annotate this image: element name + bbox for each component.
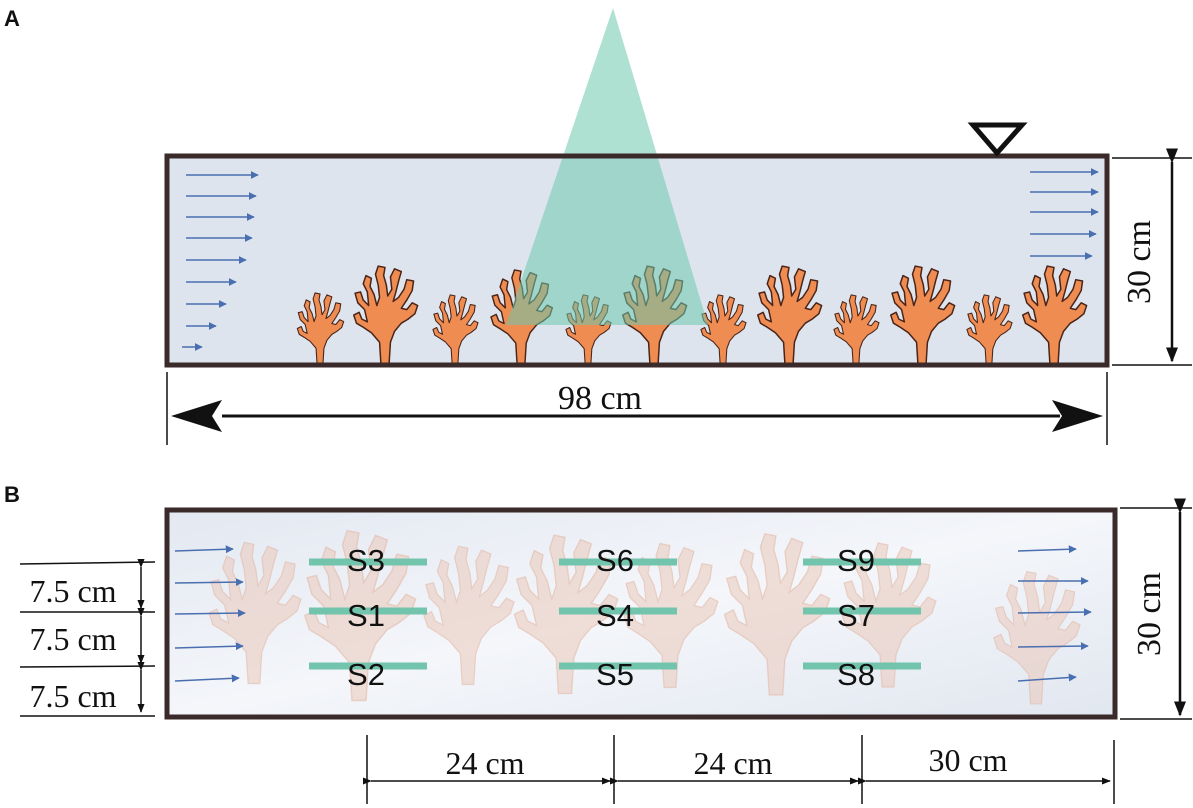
height-dimension-a — [1112, 148, 1192, 366]
outflow-arrows — [1030, 168, 1099, 260]
inflow-arrow — [174, 642, 244, 651]
height-label-a: 30 cm — [1121, 220, 1158, 304]
inflow-arrow — [174, 545, 234, 554]
sensor-label: S1 — [347, 598, 385, 633]
inflow-arrow — [174, 578, 244, 587]
outflow-arrow — [1017, 608, 1092, 617]
panel-b-label: B — [4, 482, 20, 507]
longitudinal-label: 30 cm — [928, 742, 1007, 778]
sensor-label: S4 — [596, 598, 634, 633]
water-surface-symbol — [967, 122, 1028, 157]
spacing-label: 7.5 cm — [29, 678, 116, 714]
height-dimension-b — [1120, 498, 1192, 720]
sensor-label: S2 — [347, 657, 385, 692]
sensor-label: S9 — [837, 543, 875, 578]
inflow-arrows — [182, 171, 259, 351]
plan-outflow-arrows — [1017, 545, 1092, 682]
inflow-arrow — [174, 609, 246, 618]
plan-inflow-arrows — [174, 545, 246, 683]
spacing-label: 7.5 cm — [29, 621, 116, 657]
longitudinal-label: 24 cm — [445, 745, 524, 781]
laser-sheet — [506, 8, 708, 325]
sensor-label: S5 — [596, 657, 634, 692]
flume-plan-frame — [164, 507, 1118, 720]
sensor-bars — [309, 558, 921, 670]
longitudinal-dimensions — [362, 735, 1115, 804]
sensor-label: S3 — [347, 543, 385, 578]
longitudinal-label: 24 cm — [693, 745, 772, 781]
lateral-spacing-dimensions — [19, 558, 156, 717]
flume-frame — [164, 153, 1110, 368]
panel-a-label: A — [4, 6, 20, 31]
sensor-labels: S3 S6 S9 S1 S4 S7 S2 S5 S8 — [347, 543, 875, 692]
sensor-label: S8 — [837, 657, 875, 692]
spacing-label: 7.5 cm — [29, 573, 116, 609]
outflow-arrow — [1017, 642, 1089, 651]
outflow-arrow — [1017, 673, 1077, 682]
height-label-b: 30 cm — [1131, 572, 1168, 656]
length-dimension-a — [166, 372, 1108, 445]
sensor-label: S6 — [596, 543, 634, 578]
inflow-arrow — [174, 674, 240, 683]
outflow-arrow — [1017, 545, 1077, 554]
length-label-a: 98 cm — [558, 380, 642, 417]
sensor-label: S7 — [837, 598, 875, 633]
